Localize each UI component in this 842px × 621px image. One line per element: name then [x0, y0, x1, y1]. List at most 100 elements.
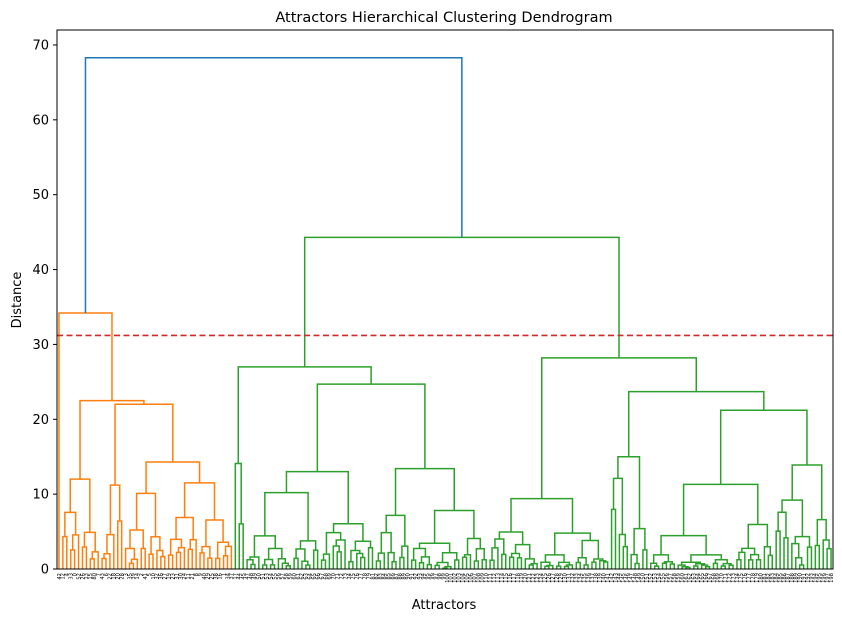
- leaf-label: 111: [488, 573, 494, 583]
- dendrogram-link-176: [747, 523, 769, 549]
- dendrogram-link-168: [736, 559, 742, 569]
- leaf-label: 112: [492, 573, 498, 583]
- dendrogram-link-51: [263, 558, 274, 566]
- leaf-label: 89: [402, 573, 408, 580]
- leaf-label: 43: [100, 573, 106, 580]
- dendrogram-link-179: [783, 537, 789, 569]
- dendrogram-link-65: [322, 553, 331, 569]
- x-axis-label: Attractors: [412, 598, 477, 613]
- leaf-label: 82: [374, 573, 380, 580]
- leaf-label: 142: [609, 573, 615, 583]
- dendrogram-link-175: [763, 545, 772, 569]
- leaf-label: 149: [637, 573, 643, 583]
- leaf-label: 59: [288, 573, 294, 580]
- leaf-label: 42: [57, 573, 63, 580]
- dendrogram-link-145: [633, 527, 646, 555]
- dendrogram-link-105: [394, 467, 455, 516]
- dendrogram-link-42: [79, 399, 145, 480]
- dendrogram-link-7: [83, 531, 96, 552]
- dendrogram-link-33: [201, 545, 211, 559]
- leaf-label: 47: [245, 573, 251, 580]
- leaf-label: 118: [515, 573, 521, 583]
- leaf-label: 159: [676, 573, 682, 583]
- leaf-label: 99: [441, 573, 447, 580]
- leaf-label: 6: [104, 573, 110, 576]
- dendrogram-link-0: [62, 535, 68, 569]
- leaf-label: 167: [707, 573, 713, 583]
- plot-frame: [56, 29, 834, 570]
- leaf-label: 161: [684, 573, 690, 583]
- leaf-label: 158: [672, 573, 678, 583]
- dendrogram-link-24: [167, 554, 174, 569]
- leaf-label: 192: [805, 573, 811, 583]
- leaf-label: 62: [300, 573, 306, 580]
- leaf-label: 64: [308, 572, 314, 579]
- leaf-label: 174: [735, 572, 741, 583]
- leaf-label: 60: [292, 573, 298, 580]
- leaf-label: 78: [362, 573, 368, 580]
- leaf-label: 198: [829, 573, 835, 583]
- leaf-label: 25: [210, 573, 216, 580]
- dendrogram-link-95: [454, 559, 460, 569]
- dendrogram-link-70: [348, 561, 354, 569]
- dendrogram-link-154: [681, 566, 689, 569]
- leaf-label: 184: [774, 572, 780, 583]
- dendrogram-link-71: [359, 556, 366, 569]
- leaf-label: 193: [809, 573, 815, 583]
- dendrogram-link-195: [303, 236, 620, 367]
- leaf-label: 144: [617, 572, 623, 583]
- leaf-label: 95: [425, 573, 431, 580]
- dendrogram-link-153: [685, 566, 691, 569]
- leaf-label: 90: [406, 573, 412, 580]
- leaf-label: 134: [578, 572, 584, 583]
- dendrogram-link-192: [719, 409, 808, 485]
- leaf-label: 87: [394, 573, 400, 580]
- leaf-label: 151: [645, 573, 651, 583]
- dendrogram-link-80: [391, 561, 397, 569]
- leaf-label: 114: [500, 572, 506, 583]
- dendrogram-link-113: [516, 557, 523, 569]
- leaf-label: 127: [551, 573, 557, 583]
- leaf-label: 175: [739, 573, 745, 583]
- dendrogram-link-58: [305, 564, 311, 569]
- leaf-label: 143: [613, 573, 619, 583]
- dendrogram-link-149: [661, 562, 668, 569]
- leaf-label: 67: [319, 573, 325, 580]
- dendrogram-link-102: [475, 547, 485, 562]
- leaf-label: 50: [257, 573, 263, 580]
- y-axis-label: Distance: [10, 272, 25, 329]
- dendrogram-link-18: [129, 529, 144, 549]
- leaf-label: 110: [484, 573, 490, 583]
- leaf-label: 21: [190, 573, 196, 580]
- leaf-label: 55: [272, 573, 278, 580]
- leaf-label: 81: [370, 573, 376, 580]
- leaf-label: 2: [139, 573, 145, 576]
- leaf-label: 75: [351, 573, 357, 580]
- dendrogram-link-101: [481, 559, 487, 569]
- leaf-label: 128: [554, 573, 560, 583]
- dendrogram-link-45: [234, 462, 242, 569]
- dendrogram-link-13: [109, 484, 121, 535]
- leaf-label: 1: [221, 573, 227, 576]
- dendrogram-link-4: [81, 546, 88, 569]
- leaf-label: 91: [409, 573, 415, 580]
- dendrogram-link-139: [622, 545, 628, 569]
- dendrogram-link-173: [741, 547, 756, 555]
- dendrogram-link-10: [103, 552, 111, 569]
- y-tick-label: 70: [32, 38, 49, 53]
- leaf-label: 169: [715, 573, 721, 583]
- dendrogram-link-87: [418, 561, 425, 569]
- leaf-label: 117: [511, 573, 517, 583]
- leaf-label: 66: [315, 573, 321, 580]
- dendrogram-link-79: [377, 552, 386, 569]
- leaf-label: 152: [649, 573, 655, 583]
- dendrogram-link-171: [755, 558, 762, 569]
- dendrogram-link-184: [806, 546, 813, 569]
- leaf-label: 153: [652, 573, 658, 583]
- dendrogram-link-49: [262, 564, 268, 569]
- leaf-label: 96: [429, 573, 435, 580]
- leaf-label: 190: [797, 573, 803, 583]
- leaf-label: 3: [123, 573, 129, 576]
- leaf-label: 140: [602, 573, 608, 583]
- leaf-label: 54: [268, 572, 274, 579]
